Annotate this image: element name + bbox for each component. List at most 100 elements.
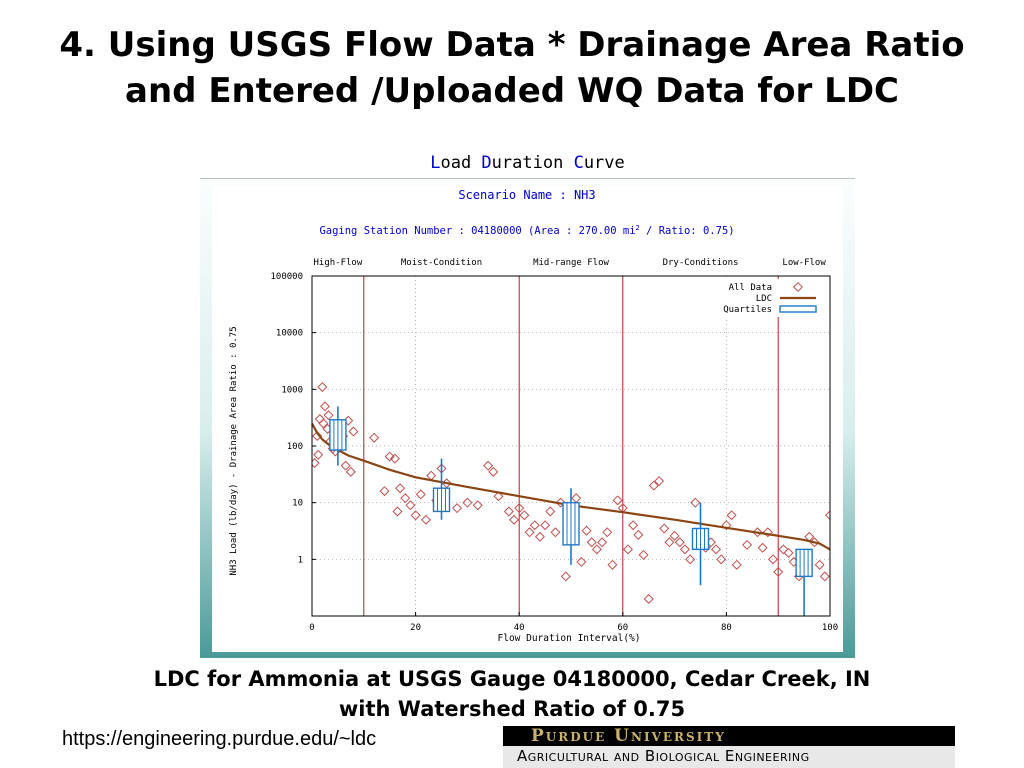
data-point [452, 503, 463, 514]
zone-label: High-Flow [314, 258, 363, 268]
slide-caption: LDC for Ammonia at USGS Gauge 04180000, … [0, 664, 1024, 724]
legend-label: All Data [729, 283, 772, 293]
x-axis-label: Flow Duration Interval(%) [498, 633, 641, 644]
x-tick-label: 80 [721, 623, 732, 633]
data-point [545, 506, 556, 517]
data-point [602, 527, 613, 538]
data-point [493, 491, 504, 502]
ldc-curve [311, 422, 831, 551]
data-point [534, 531, 545, 542]
header-initial-l: L [430, 153, 441, 173]
data-point [312, 431, 323, 442]
data-point [685, 554, 696, 565]
data-point [711, 544, 722, 555]
data-point [509, 514, 520, 525]
caption-line2: with Watershed Ratio of 0.75 [338, 697, 686, 721]
data-point [659, 523, 670, 534]
data-point [318, 418, 329, 429]
data-point [550, 527, 561, 538]
legend-data-symbol [792, 281, 804, 293]
data-point [622, 544, 633, 555]
data-point [669, 530, 680, 541]
data-point [814, 559, 825, 570]
data-point [488, 466, 499, 477]
chart-area: Scenario Name : NH3 Gaging Station Numbe… [212, 186, 843, 652]
data-point [415, 489, 426, 500]
data-point [405, 500, 416, 511]
data-point [768, 554, 779, 565]
data-point [721, 520, 732, 531]
data-point [317, 381, 328, 392]
data-point [483, 460, 494, 471]
data-point [560, 571, 571, 582]
data-point [690, 497, 701, 508]
data-point [313, 449, 324, 460]
data-point [345, 466, 356, 477]
data-point [726, 510, 737, 521]
data-point [524, 527, 535, 538]
y-tick-label: 10000 [276, 329, 303, 339]
data-point [503, 506, 514, 517]
data-point [674, 537, 685, 548]
zone-label: Low-Flow [782, 258, 826, 268]
data-point [420, 514, 431, 525]
data-point [519, 510, 530, 521]
data-point [529, 520, 540, 531]
y-tick-label: 10 [292, 499, 303, 509]
x-tick-label: 60 [617, 623, 628, 633]
data-point [679, 544, 690, 555]
data-point [824, 510, 830, 521]
slide-title-line1: 4. Using USGS Flow Data * Drainage Area … [59, 25, 965, 65]
data-point [762, 527, 773, 538]
y-tick-label: 1000 [281, 385, 303, 395]
data-point [742, 539, 753, 550]
data-point [633, 529, 644, 540]
legend-label: Quartiles [723, 305, 772, 315]
gaging-station-tail: / Ratio: 0.75) [640, 225, 735, 237]
gaging-station-sup: 2 [636, 224, 640, 232]
data-point [576, 556, 587, 567]
panel-header: Load Duration Curve [200, 152, 855, 179]
data-point [379, 486, 390, 497]
data-point [643, 593, 654, 604]
caption-line1: LDC for Ammonia at USGS Gauge 04180000, … [153, 667, 871, 691]
purdue-logo: Purdue University Agricultural and Biolo… [503, 726, 955, 768]
data-point [778, 544, 789, 555]
gaging-station: Gaging Station Number : 04180000 (Area :… [319, 224, 734, 237]
data-point [773, 566, 784, 577]
gaging-station-text: Gaging Station Number : 04180000 (Area :… [319, 225, 635, 237]
legend-quartile-symbol [779, 305, 817, 313]
plot-layer: High-Flow Moist-Condition Mid-range Flow Dr… [270, 258, 838, 633]
data-point [472, 500, 483, 511]
data-point [319, 401, 330, 412]
data-point [716, 554, 727, 565]
data-point [819, 571, 830, 582]
legend-label: LDC [756, 294, 772, 304]
x-tick-label: 0 [309, 623, 314, 633]
data-point [783, 547, 794, 558]
data-point [369, 432, 380, 443]
y-tick-label: 1 [298, 555, 303, 565]
data-point [389, 453, 400, 464]
x-tick-label: 100 [822, 623, 838, 633]
data-point [648, 480, 659, 491]
data-point [400, 493, 411, 504]
zone-label: Mid-range Flow [533, 258, 609, 268]
data-point [607, 559, 618, 570]
x-tick-label: 40 [514, 623, 525, 633]
chart-panel: Load Duration Curve Scenario Name : NH3 … [200, 152, 855, 658]
data-point [384, 451, 395, 462]
data-point [410, 510, 421, 521]
data-point [348, 426, 359, 437]
data-point [462, 497, 473, 508]
header-text-oad: oad [440, 153, 482, 173]
data-point [612, 495, 623, 506]
data-point [731, 559, 742, 570]
data-point [540, 520, 551, 531]
data-point [757, 542, 768, 553]
y-tick-label: 100 [287, 442, 303, 452]
data-point [638, 549, 649, 560]
logo-department-bar: Agricultural and Biological Engineering [503, 746, 955, 768]
data-point [654, 476, 665, 487]
